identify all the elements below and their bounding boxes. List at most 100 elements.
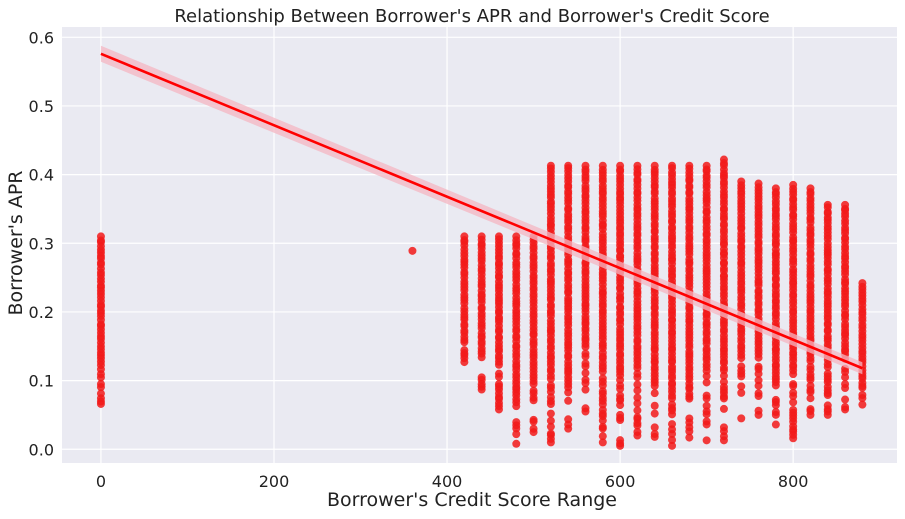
data-point: [529, 379, 538, 388]
data-point: [841, 373, 850, 382]
data-point: [477, 382, 486, 391]
data-point: [771, 401, 780, 410]
data-point: [598, 381, 607, 390]
data-point: [96, 397, 105, 406]
data-point: [529, 424, 538, 433]
data-point: [668, 441, 677, 450]
y-tick-label: 0.0: [29, 440, 54, 459]
data-point: [581, 342, 590, 351]
data-point: [529, 396, 538, 405]
data-point: [806, 356, 815, 365]
data-point: [771, 410, 780, 419]
data-point: [460, 354, 469, 363]
y-tick-label: 0.3: [29, 234, 54, 253]
data-point: [546, 400, 555, 409]
data-point: [581, 385, 590, 394]
data-point: [858, 400, 867, 409]
data-point: [477, 353, 486, 362]
y-tick-label: 0.5: [29, 97, 54, 116]
data-point: [650, 423, 659, 432]
data-point: [771, 420, 780, 429]
data-point: [546, 416, 555, 425]
data-point: [633, 399, 642, 408]
y-tick-label: 0.6: [29, 28, 54, 47]
data-point: [823, 407, 832, 416]
data-point: [841, 384, 850, 393]
y-axis-label: Borrower's APR: [5, 170, 27, 315]
data-point: [633, 373, 642, 382]
data-point: [581, 379, 590, 388]
data-point: [668, 429, 677, 438]
data-point: [494, 402, 503, 411]
data-point: [581, 404, 590, 413]
data-point: [858, 383, 867, 392]
data-point: [512, 430, 521, 439]
data-point: [633, 406, 642, 415]
data-point: [841, 403, 850, 412]
data-point: [737, 388, 746, 397]
data-point: [581, 362, 590, 371]
data-point: [512, 424, 521, 433]
y-tick-label: 0.2: [29, 303, 54, 322]
data-point: [806, 375, 815, 384]
data-point: [616, 439, 625, 448]
data-point: [650, 401, 659, 410]
data-point: [668, 394, 677, 403]
x-tick-label: 800: [778, 472, 809, 491]
data-point: [616, 401, 625, 410]
y-tick-label: 0.4: [29, 166, 54, 185]
data-point: [96, 373, 105, 382]
data-point: [702, 401, 711, 410]
data-point: [841, 395, 850, 404]
regression-layer: [100, 45, 863, 375]
data-point: [96, 383, 105, 392]
data-point: [598, 424, 607, 433]
data-point: [789, 382, 798, 391]
data-point: [702, 436, 711, 445]
data-point: [668, 435, 677, 444]
data-point: [546, 422, 555, 431]
data-point: [650, 409, 659, 418]
data-point: [529, 417, 538, 426]
x-tick-label: 400: [432, 472, 463, 491]
data-point: [789, 370, 798, 379]
data-point: [616, 416, 625, 425]
data-point: [823, 391, 832, 400]
data-point: [737, 372, 746, 381]
data-point: [598, 400, 607, 409]
data-point: [633, 363, 642, 372]
data-point: [737, 382, 746, 391]
data-point: [512, 439, 521, 448]
data-point: [719, 432, 728, 441]
data-point: [633, 421, 642, 430]
data-point: [650, 429, 659, 438]
data-point: [616, 384, 625, 393]
data-point: [633, 393, 642, 402]
regression-line: [100, 52, 863, 370]
data-point: [633, 380, 642, 389]
data-point: [598, 416, 607, 425]
data-point: [806, 388, 815, 397]
data-point: [598, 438, 607, 447]
tick-labels: 0 200 400 600 800 0.0 0.1 0.2 0.3 0.4 0.5 0.6: [29, 28, 809, 491]
data-point: [754, 381, 763, 390]
data-point: [494, 360, 503, 369]
data-point: [702, 372, 711, 381]
data-point: [581, 369, 590, 378]
data-point: [616, 375, 625, 384]
data-point: [771, 381, 780, 390]
x-tick-label: 600: [605, 472, 636, 491]
data-point: [719, 394, 728, 403]
data-point: [754, 392, 763, 401]
data-point: [806, 407, 815, 416]
data-point: [650, 389, 659, 398]
data-point: [719, 404, 728, 413]
x-axis-label: Borrower's Credit Score Range: [327, 489, 617, 511]
data-point: [702, 410, 711, 419]
data-point: [598, 432, 607, 441]
y-tick-label: 0.1: [29, 372, 54, 391]
data-point: [408, 246, 417, 255]
data-point: [633, 386, 642, 395]
chart-title: Relationship Between Borrower's APR and …: [174, 6, 769, 27]
